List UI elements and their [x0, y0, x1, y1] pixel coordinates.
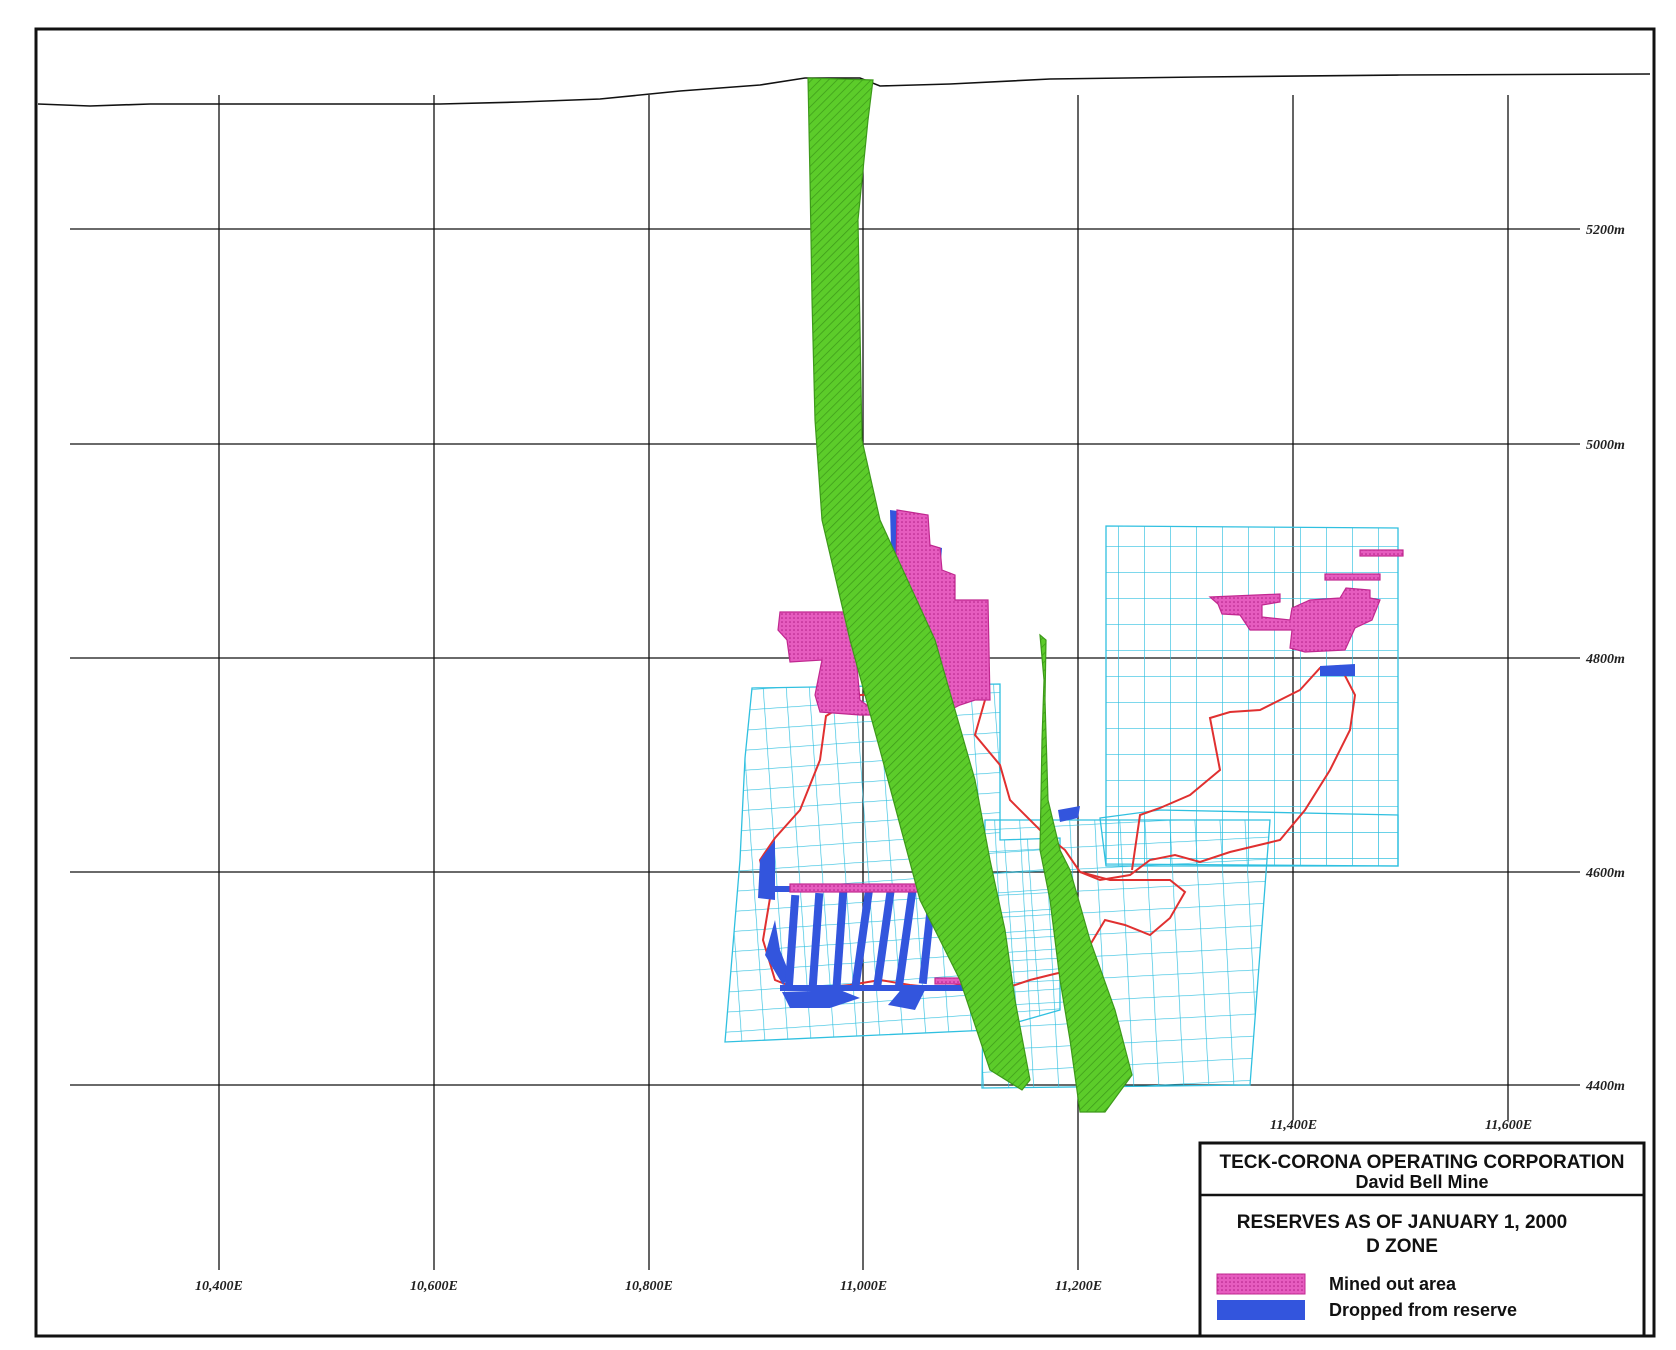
dropped-area: [782, 990, 860, 1008]
easting-label: 10,600E: [410, 1279, 458, 1294]
elevation-label: 5200m: [1586, 223, 1625, 238]
easting-label: 11,000E: [840, 1279, 887, 1294]
legend-label-mined: Mined out area: [1329, 1274, 1457, 1294]
mined-area: [1359, 549, 1404, 557]
easting-label: 11,600E: [1485, 1118, 1532, 1133]
dyke-bodies: [807, 77, 1133, 1113]
dropped-stope: [832, 890, 848, 987]
dropped-area: [888, 985, 925, 1010]
zone-name: D ZONE: [1366, 1236, 1438, 1257]
company-name: TECK-CORONA OPERATING CORPORATION: [1220, 1152, 1625, 1173]
easting-labels: 10,400E 10,600E 10,800E 11,000E 11,200E …: [195, 1118, 1532, 1294]
dropped-stope: [851, 889, 873, 991]
elevation-label: 4400m: [1585, 1079, 1625, 1094]
dropped-bottom-band: [780, 985, 1010, 991]
elevation-label: 4600m: [1585, 866, 1625, 881]
surface-line: [37, 73, 1651, 107]
dropped-stope: [808, 892, 824, 989]
easting-label: 11,200E: [1055, 1279, 1102, 1294]
title-block: TECK-CORONA OPERATING CORPORATION David …: [1198, 1141, 1646, 1338]
dyke-main: [807, 77, 1031, 1091]
dropped-stope: [784, 894, 800, 991]
mined-area: [1208, 587, 1381, 653]
dropped-area: [1058, 806, 1080, 822]
dropped-stope: [895, 885, 917, 987]
elevation-label: 4800m: [1585, 652, 1625, 667]
reserves-heading: RESERVES AS OF JANUARY 1, 2000: [1237, 1212, 1568, 1233]
reserve-outline-east: [1079, 664, 1357, 882]
elevation-labels: 5200m 5000m 4800m 4600m 4400m: [1585, 223, 1625, 1094]
legend-swatch-mined: [1216, 1273, 1306, 1295]
legend-label-dropped: Dropped from reserve: [1329, 1300, 1517, 1320]
dropped-area: [1320, 664, 1355, 676]
block-grid-middle: [1099, 809, 1399, 867]
dropped-area: [758, 840, 775, 900]
easting-label: 11,400E: [1270, 1118, 1317, 1133]
dyke-secondary: [1039, 633, 1133, 1113]
dropped-stope: [873, 887, 895, 989]
dropped-area: [765, 920, 790, 985]
easting-label: 10,400E: [195, 1279, 243, 1294]
elevation-label: 5000m: [1586, 438, 1625, 453]
easting-label: 10,800E: [625, 1279, 673, 1294]
legend-swatch-dropped: [1217, 1300, 1305, 1320]
mined-area: [1324, 573, 1381, 581]
mine-name: David Bell Mine: [1355, 1172, 1488, 1192]
